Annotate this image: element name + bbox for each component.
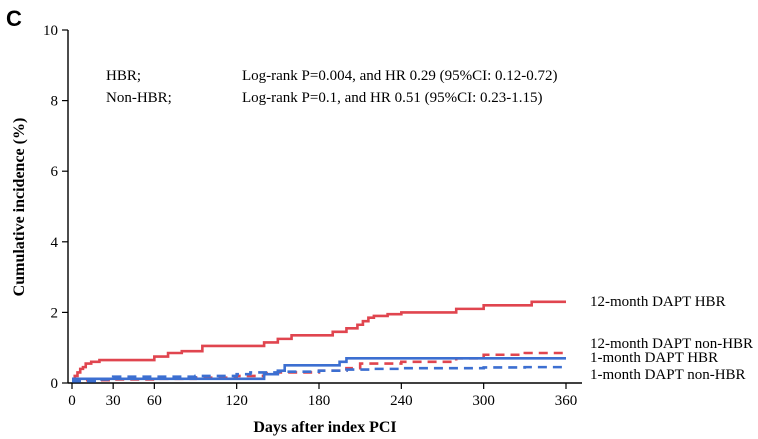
x-tick-label: 180 bbox=[308, 393, 331, 409]
series-label-4: 1-month DAPT non-HBR bbox=[590, 367, 746, 383]
series-line-3 bbox=[72, 356, 566, 381]
series-line-4 bbox=[72, 365, 566, 383]
annotation-text-2: Log-rank P=0.1, and HR 0.51 (95%CI: 0.23… bbox=[242, 90, 543, 106]
series-label-3: 1-month DAPT HBR bbox=[590, 350, 718, 366]
series-label-1: 12-month DAPT HBR bbox=[590, 294, 726, 310]
y-axis-label: Cumulative incidence (%) bbox=[11, 118, 28, 297]
x-tick-label: 0 bbox=[68, 393, 76, 409]
x-tick-label: 120 bbox=[225, 393, 248, 409]
y-tick-label: 6 bbox=[51, 164, 59, 180]
x-axis-label: Days after index PCI bbox=[253, 419, 396, 436]
y-tick-label: 2 bbox=[51, 305, 59, 321]
x-tick-label: 360 bbox=[555, 393, 578, 409]
y-tick-label: 8 bbox=[51, 94, 59, 110]
x-tick-label: 300 bbox=[472, 393, 495, 409]
annotation-text-1: Log-rank P=0.004, and HR 0.29 (95%CI: 0.… bbox=[242, 68, 558, 84]
x-tick-label: 240 bbox=[390, 393, 413, 409]
annotation-group-1: HBR; bbox=[106, 68, 141, 84]
y-tick-label: 4 bbox=[51, 235, 59, 251]
y-tick-label: 0 bbox=[51, 376, 59, 392]
x-tick-label: 60 bbox=[147, 393, 162, 409]
axes bbox=[67, 30, 582, 384]
x-tick-label: 30 bbox=[106, 393, 121, 409]
series-label-2: 12-month DAPT non-HBR bbox=[590, 336, 753, 352]
annotation-group-2: Non-HBR; bbox=[106, 90, 172, 106]
annotation-layer: HBR; Log-rank P=0.004, and HR 0.29 (95%CI… bbox=[106, 68, 558, 106]
axis-ticks: 0 2 4 6 8 10 0 30 60 120 180 240 300 360 bbox=[43, 23, 577, 409]
panel-label: C bbox=[6, 6, 22, 31]
series-layer bbox=[72, 300, 568, 383]
series-line-1 bbox=[72, 300, 566, 381]
y-tick-label: 10 bbox=[43, 23, 58, 39]
